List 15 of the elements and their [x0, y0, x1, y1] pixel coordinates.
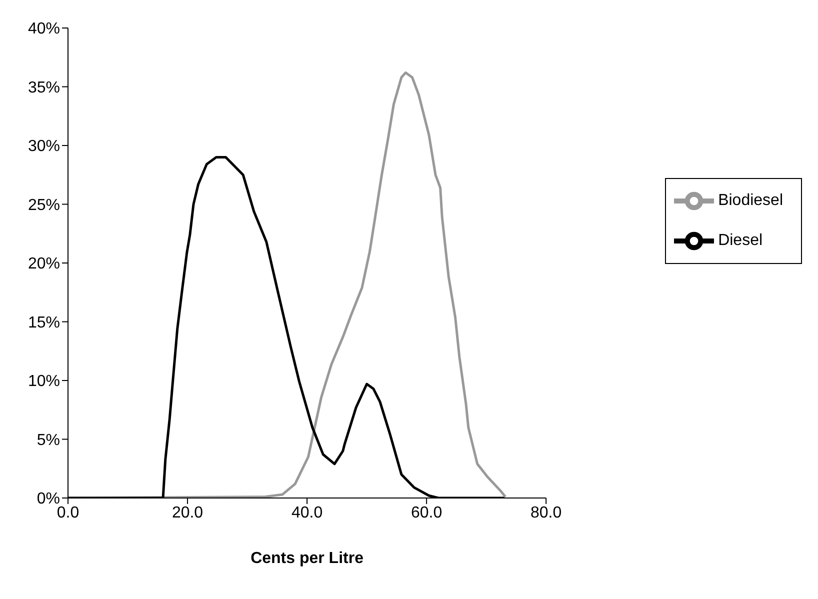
y-tick-label: 10%	[28, 373, 60, 390]
y-tick-label: 15%	[28, 314, 60, 332]
legend-label: Biodiesel	[718, 192, 783, 210]
x-axis-title: Cents per Litre	[250, 550, 364, 567]
x-tick-label: 80.0	[530, 504, 562, 522]
y-tick-label: 30%	[28, 138, 60, 156]
y-tick-label: 5%	[36, 432, 60, 449]
x-tick-label: 20.0	[172, 504, 204, 522]
y-tick-label: 35%	[28, 79, 60, 96]
y-tick-label: 40%	[28, 20, 60, 38]
y-tick-label: 25%	[28, 196, 60, 214]
y-tick-label: 20%	[28, 256, 60, 273]
x-tick-label: 60.0	[410, 504, 442, 522]
x-tick-label: 40.0	[291, 504, 323, 522]
legend-label: Diesel	[718, 232, 763, 250]
